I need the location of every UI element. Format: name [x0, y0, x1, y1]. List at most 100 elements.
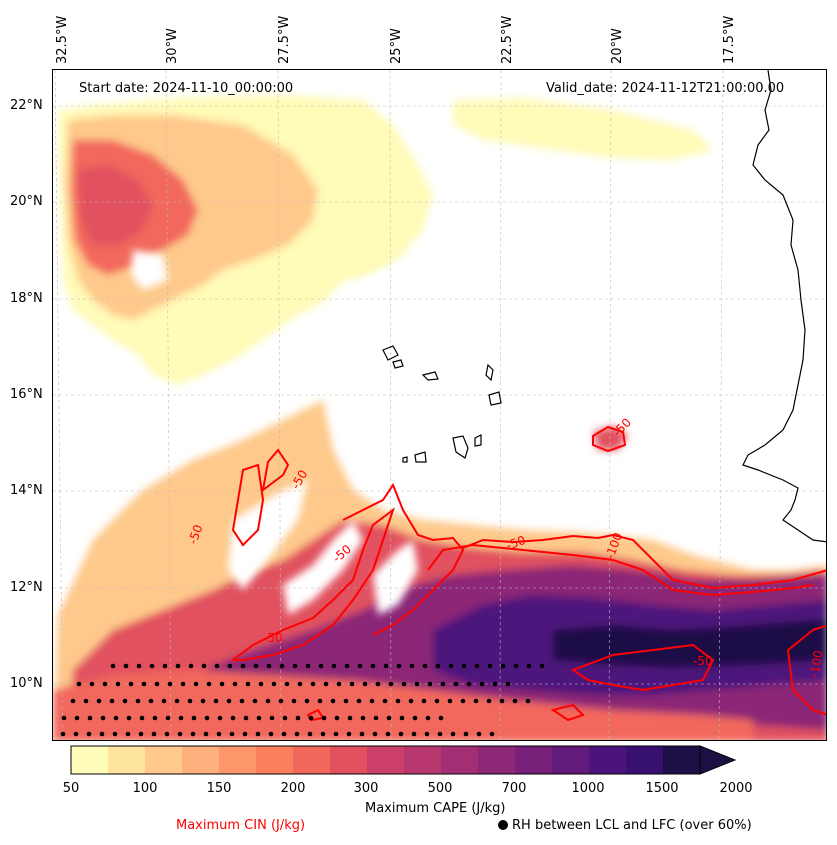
rh-dot [138, 731, 144, 737]
valid-date-label: Valid_date: 2024-11-12T21:00:00.00 [546, 81, 784, 96]
rh-dot [321, 715, 327, 721]
map-panel: -50 -50 -50 -50 -50 -100 -100 -50 -50 St [52, 69, 827, 741]
rh-dot [102, 681, 108, 687]
rh-dot [370, 663, 376, 669]
rh-dot [421, 698, 427, 704]
rh-dot [294, 731, 300, 737]
colorbar [70, 745, 737, 775]
contour-label: -100 [807, 649, 826, 678]
rh-dot [74, 715, 80, 721]
rh-dot [206, 681, 212, 687]
rh-dot [422, 663, 428, 669]
rh-dot [357, 663, 363, 669]
rh-dot [344, 663, 350, 669]
start-date-label: Start date: 2024-11-10_00:00:00 [79, 81, 293, 96]
meridian-line [389, 70, 392, 740]
rh-dot [214, 663, 220, 669]
rh-dot [268, 731, 274, 737]
rh-dot [512, 698, 518, 704]
rh-dot [450, 731, 456, 737]
rh-dot [360, 715, 366, 721]
cin-contour [592, 425, 627, 453]
rh-dot [265, 698, 271, 704]
cape-region-nw-core [78, 165, 153, 245]
contour-label: -50 [263, 631, 283, 645]
rh-stipple [60, 663, 545, 737]
rh-dot [141, 681, 147, 687]
rh-dot [148, 698, 154, 704]
rh-dot [177, 731, 183, 737]
rh-dot [200, 698, 206, 704]
rh-dot [295, 715, 301, 721]
rh-dot [437, 731, 443, 737]
rh-dot [487, 663, 493, 669]
colorbar-tick-label: 700 [501, 781, 527, 796]
rh-dot [216, 731, 222, 737]
colorbar-outline [70, 745, 701, 775]
rh-dot [232, 681, 238, 687]
rh-dot [399, 715, 405, 721]
rh-dot [526, 663, 532, 669]
rh-dot [113, 715, 119, 721]
colorbar-swatch [330, 746, 367, 774]
cin-contour [570, 643, 715, 692]
rh-dot [73, 731, 79, 737]
rh-dot [281, 731, 287, 737]
coastlines [382, 70, 826, 543]
cin-contour [230, 507, 395, 661]
rh-dot [347, 715, 353, 721]
cape-region-north-strip [453, 98, 713, 160]
rh-dot [308, 715, 314, 721]
rh-dot [317, 698, 323, 704]
rh-legend-label: RH between LCL and LFC (over 60%) [498, 818, 752, 833]
rh-dot [383, 663, 389, 669]
rh-dot [435, 663, 441, 669]
island-boa-vista [488, 391, 502, 406]
colorbar-swatch [367, 746, 404, 774]
cin-contour [261, 448, 290, 493]
lat-label: 20°N [10, 194, 43, 209]
colorbar-swatch [589, 746, 626, 774]
island-sal [485, 363, 494, 382]
cin-legend-text: Maximum CIN (J/kg) [176, 818, 306, 833]
island-santiago [452, 435, 469, 459]
colorbar-tick-label: 300 [353, 781, 379, 796]
rh-dot [187, 698, 193, 704]
colorbar-tick-label: 1000 [571, 781, 605, 796]
rh-dot [61, 715, 67, 721]
island-maio [474, 434, 482, 447]
colorbar-swatch [404, 746, 441, 774]
rh-dot [122, 698, 128, 704]
lat-label: 10°N [10, 676, 43, 691]
cin-contours [230, 425, 826, 722]
rh-dot [401, 681, 407, 687]
cape-gap [131, 250, 168, 290]
rh-dot [492, 681, 498, 687]
rh-dot [291, 698, 297, 704]
rh-dot [385, 731, 391, 737]
colorbar-swatch [108, 746, 145, 774]
lon-label: 25°W [389, 28, 404, 64]
lat-label: 22°N [10, 98, 43, 113]
colorbar-swatch [145, 746, 182, 774]
cape-gaps [131, 250, 423, 615]
rh-dot [362, 681, 368, 687]
colorbar-swatch [515, 746, 552, 774]
rh-dot [284, 681, 290, 687]
lat-label: 14°N [10, 483, 43, 498]
rh-dot-icon [498, 820, 508, 830]
rh-legend-text: RH between LCL and LFC (over 60%) [512, 818, 752, 833]
rh-dot [240, 663, 246, 669]
meridian-line [165, 70, 172, 740]
cape-gap [283, 520, 363, 615]
rh-dot [256, 715, 262, 721]
rh-dot [486, 698, 492, 704]
rh-dot [373, 715, 379, 721]
rh-dot [109, 698, 115, 704]
cape-region-south-max [553, 620, 826, 668]
rh-dot [448, 663, 454, 669]
rh-dot [191, 715, 197, 721]
graticule [53, 70, 826, 740]
rh-dot [279, 663, 285, 669]
rh-dot [167, 681, 173, 687]
